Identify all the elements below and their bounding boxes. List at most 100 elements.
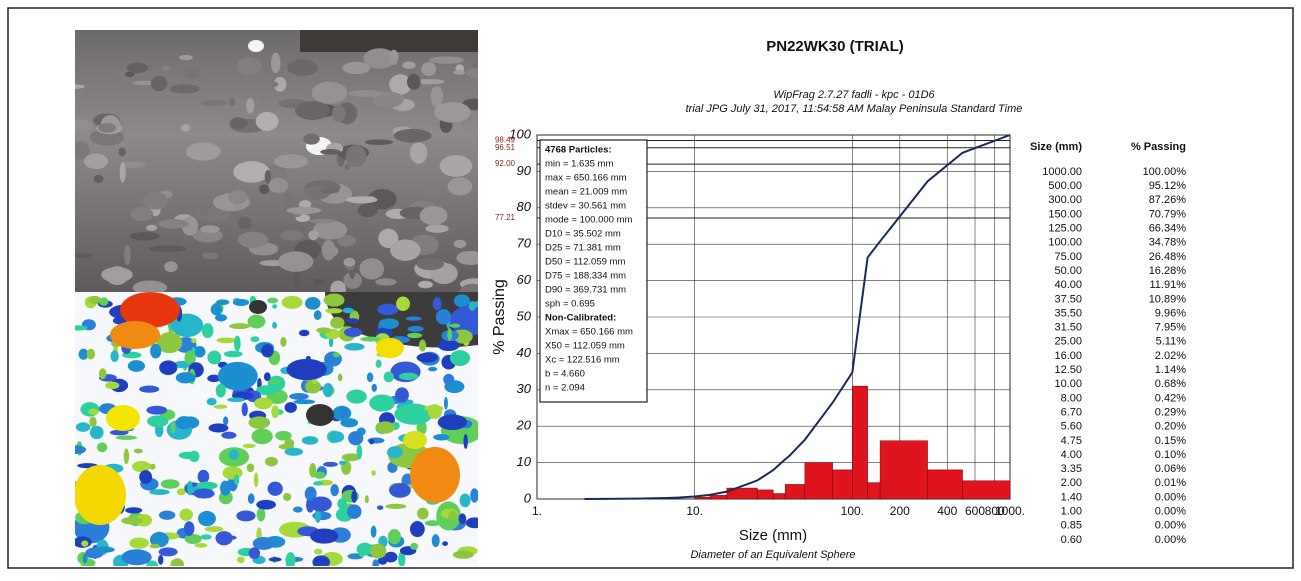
rock bbox=[410, 142, 427, 164]
table-cell: 0.85 bbox=[1061, 520, 1082, 532]
fragment bbox=[380, 318, 399, 329]
fragment bbox=[219, 535, 237, 540]
fragment bbox=[313, 481, 323, 485]
table-cell: 0.00% bbox=[1155, 491, 1186, 503]
fragment bbox=[329, 431, 344, 442]
table-cell: 50.00 bbox=[1054, 265, 1082, 277]
fragment bbox=[396, 296, 410, 311]
fragment bbox=[89, 416, 96, 427]
fragment bbox=[171, 421, 176, 434]
fragment bbox=[176, 372, 196, 383]
fragment bbox=[205, 526, 224, 532]
large-fragment bbox=[110, 321, 160, 349]
fragment bbox=[285, 448, 304, 456]
histogram-bar bbox=[695, 497, 710, 499]
y-tick-label: 70 bbox=[517, 236, 532, 251]
x-tick-label: 100. bbox=[841, 504, 864, 518]
y-tick-label: 10 bbox=[517, 454, 532, 469]
table-cell: 16.00 bbox=[1054, 350, 1082, 362]
chart-title: PN22WK30 (TRIAL) bbox=[766, 38, 904, 55]
histogram-bar bbox=[805, 463, 833, 499]
histogram-bar bbox=[710, 495, 727, 499]
fragment bbox=[389, 483, 411, 498]
fragment bbox=[410, 521, 425, 537]
x-tick-label: 1. bbox=[532, 504, 542, 518]
table-cell: 16.28% bbox=[1149, 265, 1187, 277]
rock bbox=[151, 76, 168, 91]
page: PN22WK30 (TRIAL) WipFrag 2.7.27 fadli - … bbox=[0, 0, 1301, 576]
table-cell: 35.50 bbox=[1054, 307, 1082, 319]
rock bbox=[345, 145, 366, 167]
fragment bbox=[265, 457, 278, 467]
fragment bbox=[185, 337, 190, 351]
fragment bbox=[248, 315, 266, 329]
fragment bbox=[242, 403, 248, 417]
fragment bbox=[369, 395, 395, 412]
fragment bbox=[428, 367, 437, 372]
fragment bbox=[215, 314, 227, 321]
fragment bbox=[159, 547, 178, 556]
large-fragment bbox=[403, 431, 427, 449]
table-cell: 26.48% bbox=[1149, 251, 1187, 263]
fragment bbox=[340, 418, 358, 427]
rock bbox=[420, 206, 448, 225]
fragment bbox=[90, 426, 104, 439]
rock bbox=[390, 239, 420, 260]
fragment bbox=[105, 382, 119, 389]
fragment bbox=[408, 326, 424, 332]
rock bbox=[163, 65, 170, 71]
rock bbox=[281, 230, 304, 241]
fragment bbox=[470, 488, 479, 502]
histogram-bar bbox=[833, 470, 853, 499]
table-cell: 70.79% bbox=[1149, 208, 1187, 220]
table-cell: 0.68% bbox=[1155, 378, 1186, 390]
fragment bbox=[417, 353, 438, 363]
table-cell: 37.50 bbox=[1054, 293, 1082, 305]
fragment bbox=[285, 402, 297, 413]
rock bbox=[375, 278, 396, 285]
fragment bbox=[214, 405, 228, 409]
fragment bbox=[139, 386, 159, 393]
fragment bbox=[185, 534, 202, 544]
rock bbox=[183, 67, 201, 79]
fragment bbox=[193, 489, 214, 499]
fragment bbox=[268, 482, 283, 496]
table-cell: 6.70 bbox=[1061, 406, 1082, 418]
rock bbox=[402, 61, 415, 69]
rock bbox=[447, 177, 472, 195]
histogram-bar bbox=[868, 483, 880, 499]
rock bbox=[429, 56, 464, 63]
rock bbox=[349, 90, 383, 97]
y-tick-label: 30 bbox=[517, 381, 532, 396]
fragment bbox=[224, 351, 243, 357]
stats-line: stdev = 30.561 mm bbox=[545, 201, 626, 212]
y-tick-label: 20 bbox=[516, 418, 532, 433]
fragment bbox=[234, 381, 251, 387]
fragment bbox=[344, 328, 362, 337]
fragment bbox=[344, 343, 364, 351]
table-cell: 0.00% bbox=[1155, 520, 1186, 532]
fragment bbox=[121, 517, 143, 524]
table-cell: 500.00 bbox=[1048, 180, 1082, 192]
fragment bbox=[267, 298, 278, 304]
rock bbox=[131, 207, 154, 221]
fragment bbox=[125, 507, 142, 513]
table-cell: 4.00 bbox=[1061, 449, 1082, 461]
x-axis-sublabel: Diameter of an Equivalent Sphere bbox=[690, 549, 855, 561]
fragment bbox=[243, 444, 256, 448]
fragment bbox=[217, 337, 237, 343]
fragment bbox=[433, 434, 449, 440]
rock bbox=[418, 281, 433, 289]
fragment bbox=[330, 484, 338, 496]
rock bbox=[94, 175, 104, 183]
fragment bbox=[337, 498, 347, 509]
fragment bbox=[323, 462, 338, 467]
fragment bbox=[340, 407, 347, 418]
fragment bbox=[249, 547, 260, 559]
stats-line: Xmax = 650.166 mm bbox=[545, 327, 633, 338]
fragment bbox=[399, 373, 419, 380]
rock bbox=[265, 170, 271, 184]
fragment bbox=[425, 520, 441, 526]
fragment bbox=[195, 543, 208, 548]
fragment bbox=[134, 449, 143, 454]
